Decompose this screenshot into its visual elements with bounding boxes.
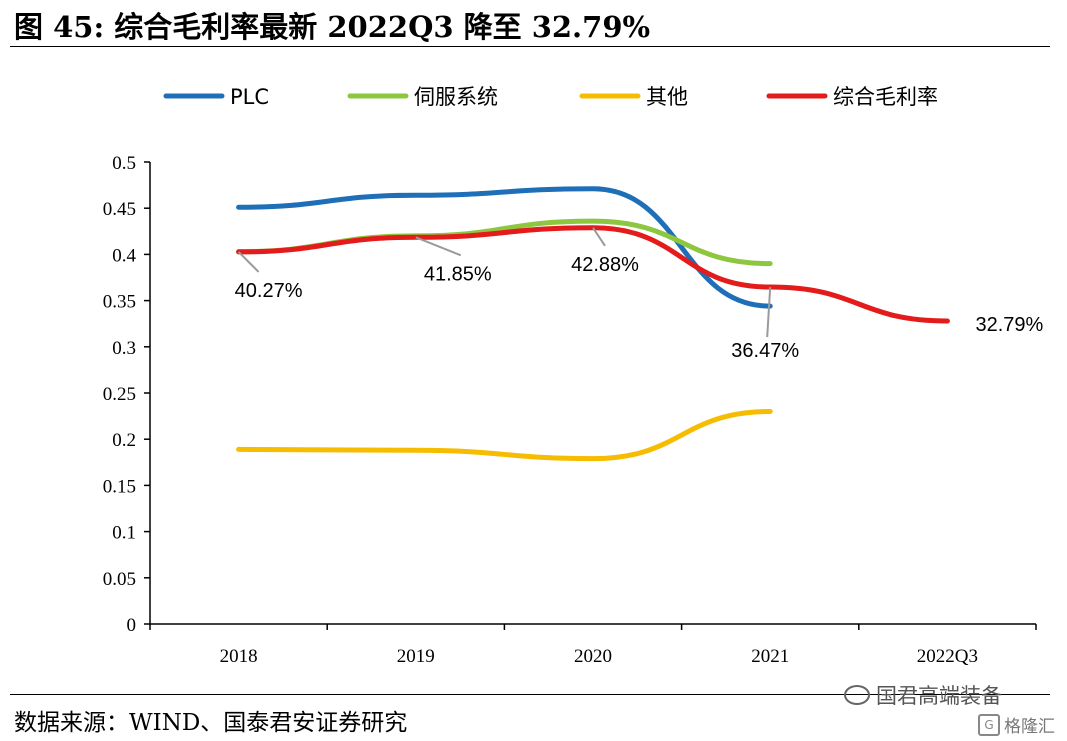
data-label-leader [237,251,260,273]
series-line [236,225,950,324]
y-tick-label: 0.1 [112,523,136,544]
data-label-leader [415,236,462,257]
x-tick-label: 2018 [220,646,258,667]
data-label-leader [766,286,772,338]
x-tick-label: 2019 [397,646,435,667]
y-tick-label: 0.5 [112,153,136,174]
data-label: 32.79% [975,314,1043,336]
chart-axes: 0 0.05 0.1 0.15 0.2 0.25 0.3 0.35 0.4 0.45 0.5 2018… [103,153,1037,667]
y-tick-label: 0.05 [103,569,136,590]
watermark-secondary: G 格隆汇 [978,712,1055,737]
y-tick-label: 0.15 [103,476,136,497]
y-tick-label: 0.2 [112,430,136,451]
series-line [236,186,773,309]
y-tick-label: 0.25 [103,384,136,405]
y-tick-label: 0.45 [103,199,136,220]
legend-label: 其他 [646,85,688,109]
data-label: 41.85% [424,263,492,285]
data-label-leader [592,227,606,247]
watermark-text: 国君高端装备 [876,684,1002,708]
y-tick-label: 0 [127,615,137,636]
y-tick-label: 0.3 [112,338,136,359]
title-divider [10,46,1050,47]
watermark: 国君高端装备 [844,680,1002,710]
legend-label: 伺服系统 [414,85,498,109]
y-tick-label: 0.35 [103,292,136,313]
wechat-icon [844,685,870,705]
source-divider [10,694,1050,695]
legend-label: PLC [230,85,269,109]
x-tick-label: 2020 [574,646,612,667]
data-labels: 40.27% 41.85% 42.88% 36.47% 32.79% [235,254,1044,362]
watermark-secondary-text: 格隆汇 [1004,717,1055,737]
series-line [236,408,773,462]
legend-label: 综合毛利率 [833,85,938,109]
source-note: 数据来源：WIND、国泰君安证券研究 [14,710,408,736]
data-label-leaders [237,227,772,338]
gelonghui-logo-icon: G [978,713,1000,736]
chart-legend: PLC 伺服系统 其他 综合毛利率 [163,85,938,109]
x-tick-label: 2022Q3 [917,646,978,667]
data-label: 36.47% [731,340,799,362]
data-label: 40.27% [235,280,303,302]
data-label: 42.88% [571,254,639,276]
x-tick-label: 2021 [751,646,789,667]
chart-series [236,186,950,462]
figure-title: 图 45: 综合毛利率最新 2022Q3 降至 32.79% [14,10,651,44]
y-tick-label: 0.4 [112,245,136,266]
